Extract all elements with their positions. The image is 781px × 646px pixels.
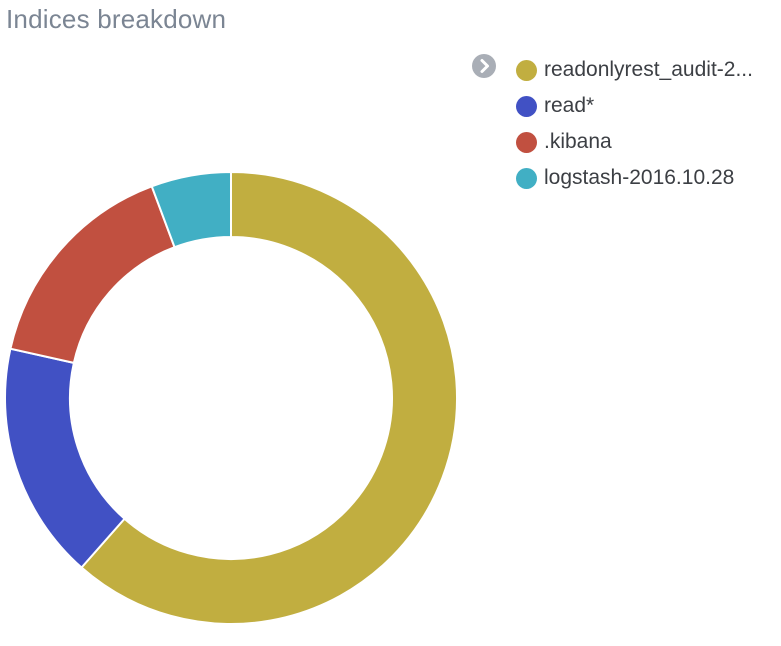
legend-label: readonlyrest_audit-2... (544, 58, 753, 81)
legend-swatch (516, 131, 537, 153)
legend-toggle-button[interactable] (472, 54, 496, 78)
donut-slice-0[interactable] (80, 170, 458, 625)
chevron-right-icon (480, 59, 489, 73)
legend-swatch (516, 167, 537, 189)
donut-slice-2[interactable] (9, 185, 176, 365)
legend-item[interactable]: readonlyrest_audit-2... (516, 52, 753, 88)
donut-slice-3[interactable] (150, 170, 232, 249)
legend-label: .kibana (544, 130, 612, 153)
legend-list: readonlyrest_audit-2... read* .kibana lo… (516, 52, 753, 196)
legend-label: logstash-2016.10.28 (544, 166, 735, 189)
donut-slice-1[interactable] (4, 347, 126, 569)
panel-title: Indices breakdown (6, 4, 227, 34)
donut-slices (4, 170, 458, 625)
legend-swatch (516, 59, 537, 81)
legend-label: read* (544, 94, 595, 117)
legend-item[interactable]: logstash-2016.10.28 (516, 160, 753, 196)
legend-swatch (516, 95, 537, 117)
legend-item[interactable]: .kibana (516, 124, 753, 160)
legend-item[interactable]: read* (516, 88, 753, 124)
